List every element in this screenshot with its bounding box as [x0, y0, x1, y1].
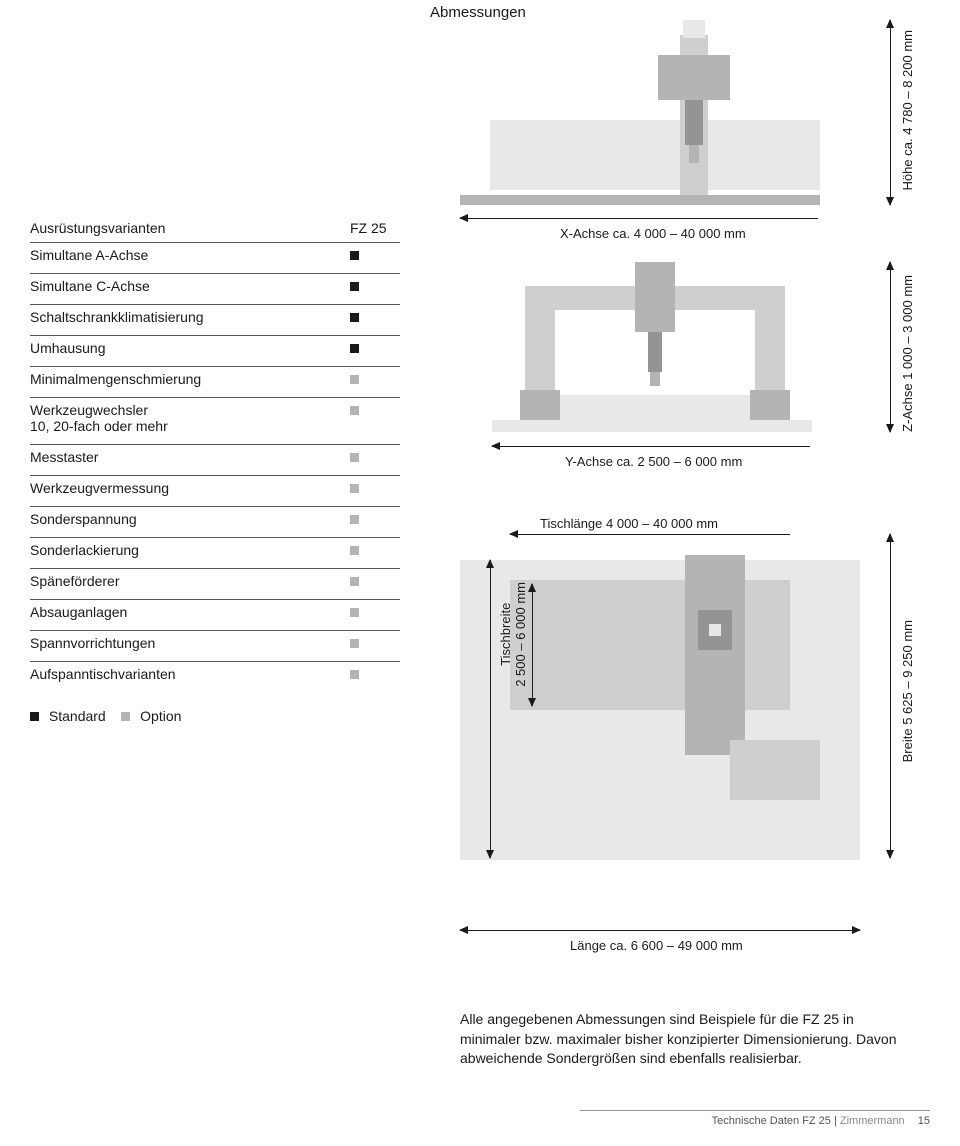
table-row: Schaltschrankklimatisierung: [30, 304, 400, 335]
row-marker: [350, 278, 400, 294]
dimension-diagrams: X-Achse ca. 4 000 – 40 000 mm Höhe ca. 4 …: [430, 0, 930, 1000]
row-label: Minimalmengenschmierung: [30, 371, 350, 387]
footer-brand: Zimmermann: [840, 1115, 905, 1127]
table-row: Minimalmengenschmierung: [30, 366, 400, 397]
row-label: Werkzeugwechsler 10, 20-fach oder mehr: [30, 402, 350, 434]
table-row: Werkzeugvermessung: [30, 475, 400, 506]
dimension-label: Tischbreite 2 500 – 6 000 mm: [498, 582, 528, 687]
row-marker: [350, 573, 400, 589]
dimension-label: Breite 5 625 – 9 250 mm: [900, 620, 915, 762]
row-marker: [350, 449, 400, 465]
row-marker: [350, 542, 400, 558]
dimension-label: Tischlänge 4 000 – 40 000 mm: [540, 516, 718, 531]
col-header-variant: Ausrüstungsvarianten: [30, 220, 350, 236]
legend: Standard Option: [30, 708, 400, 724]
table-row: Simultane C-Achse: [30, 273, 400, 304]
row-label: Späneförderer: [30, 573, 350, 589]
variant-table: Ausrüstungsvarianten FZ 25 Simultane A-A…: [30, 220, 400, 1000]
row-label: Simultane C-Achse: [30, 278, 350, 294]
table-row: Sonderspannung: [30, 506, 400, 537]
dimension-label: Höhe ca. 4 780 – 8 200 mm: [900, 30, 915, 190]
row-marker: [350, 604, 400, 620]
dimension-label: Z-Achse 1 000 – 3 000 mm: [900, 275, 915, 432]
row-label: Absauganlagen: [30, 604, 350, 620]
legend-square-option: [121, 712, 130, 721]
row-marker: [350, 309, 400, 325]
col-header-model: FZ 25: [350, 220, 400, 236]
row-marker: [350, 402, 400, 418]
dimension-label: X-Achse ca. 4 000 – 40 000 mm: [560, 226, 746, 241]
table-row: Messtaster: [30, 444, 400, 475]
row-label: Werkzeugvermessung: [30, 480, 350, 496]
row-label: Schaltschrankklimatisierung: [30, 309, 350, 325]
legend-label-standard: Standard: [49, 708, 106, 724]
footer-section: Technische Daten FZ 25: [712, 1115, 831, 1127]
row-marker: [350, 666, 400, 682]
legend-label-option: Option: [140, 708, 181, 724]
row-marker: [350, 247, 400, 263]
table-row: Spannvorrichtungen: [30, 630, 400, 661]
row-marker: [350, 371, 400, 387]
table-row: Aufspanntischvarianten: [30, 661, 400, 692]
table-row: Sonderlackierung: [30, 537, 400, 568]
table-row: Absauganlagen: [30, 599, 400, 630]
row-label: Spannvorrichtungen: [30, 635, 350, 651]
table-row: Simultane A-Achse: [30, 242, 400, 273]
table-row: Werkzeugwechsler 10, 20-fach oder mehr: [30, 397, 400, 444]
row-label: Sonderspannung: [30, 511, 350, 527]
row-marker: [350, 480, 400, 496]
footer-page: 15: [918, 1115, 930, 1127]
row-label: Umhausung: [30, 340, 350, 356]
table-row: Späneförderer: [30, 568, 400, 599]
row-label: Messtaster: [30, 449, 350, 465]
footer-bar: Technische Daten FZ 25 | Zimmermann 15: [580, 1110, 930, 1127]
row-marker: [350, 340, 400, 356]
row-label: Sonderlackierung: [30, 542, 350, 558]
row-marker: [350, 635, 400, 651]
legend-square-standard: [30, 712, 39, 721]
row-label: Aufspanntischvarianten: [30, 666, 350, 682]
table-row: Umhausung: [30, 335, 400, 366]
row-marker: [350, 511, 400, 527]
footer-note: Alle angegebenen Abmessungen sind Beispi…: [460, 1010, 910, 1069]
row-label: Simultane A-Achse: [30, 247, 350, 263]
dimension-label: Länge ca. 6 600 – 49 000 mm: [570, 938, 743, 953]
dimension-label: Y-Achse ca. 2 500 – 6 000 mm: [565, 454, 742, 469]
